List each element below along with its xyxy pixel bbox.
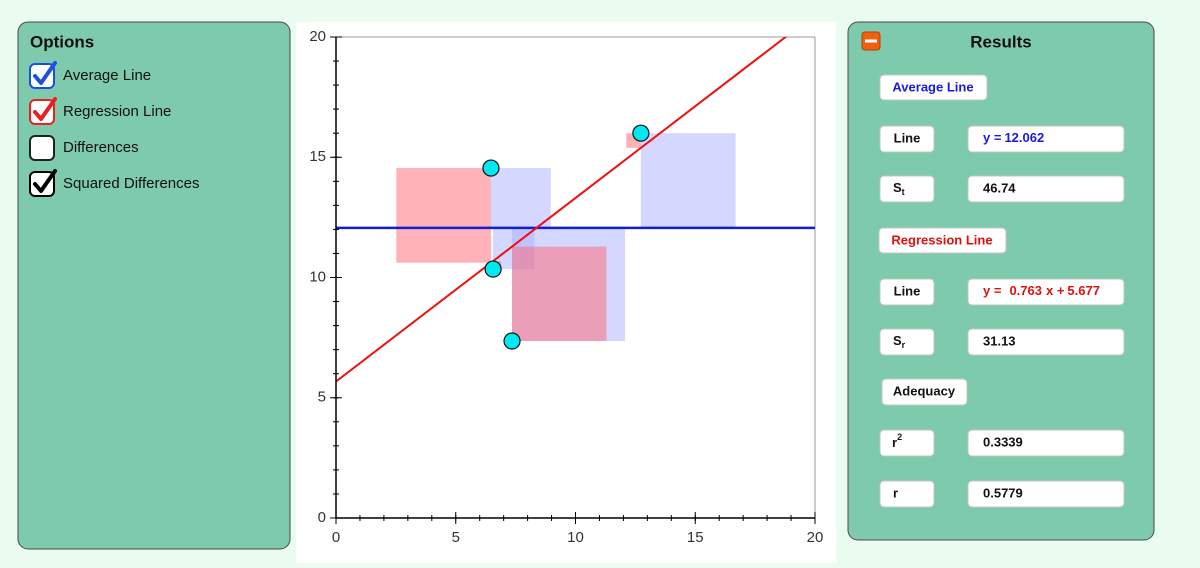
label-box [879,328,935,356]
sr-sub: r [902,340,906,350]
average-value: 12.062 [1004,130,1044,145]
option-label: Regression Line [63,103,171,120]
sr-main: S [893,333,902,348]
x-tick-label: 10 [567,529,584,546]
y-tick-label: 20 [309,28,326,45]
data-point[interactable] [482,159,500,177]
intercept: 5.677 [1067,283,1100,298]
st-main: S [893,180,902,195]
value-box [967,175,1125,203]
r2-main: r [892,435,897,450]
x-tick-label: 5 [452,529,460,546]
label-box [879,429,935,457]
label-box [879,125,935,153]
options-panel [17,21,291,550]
st-value: 46.74 [983,180,1016,195]
checkbox[interactable] [29,135,55,161]
sr-label: Sr [893,333,906,350]
option-label: Average Line [63,67,151,84]
options-list: Average Line Regression Line Differences Sq… [29,61,199,197]
y-tick-label: 15 [309,148,326,165]
x-tick-label: 20 [807,529,824,546]
adequacy-heading: Adequacy [893,383,956,398]
y-tick-label: 5 [318,389,326,406]
options-title: Options [30,32,94,51]
adequacy-button[interactable] [881,378,968,406]
value-box [967,278,1125,306]
equation-prefix: y = [983,283,1002,298]
value-box [967,429,1125,457]
x-term: x + [1046,283,1065,298]
line-label: Line [894,130,921,145]
label-box [879,175,935,203]
regression-line-button[interactable] [878,227,1007,254]
slope: 0.763 [1009,283,1042,298]
line-label: Line [894,283,921,298]
average-line-heading: Average Line [892,79,973,94]
regression-line-heading: Regression Line [891,232,992,247]
regression-line [336,37,788,383]
r2-value: 0.3339 [983,434,1023,449]
regression-square [512,246,607,341]
data-point[interactable] [484,260,502,278]
value-box [967,328,1125,356]
check-mark [33,169,57,193]
y-tick-label: 0 [318,509,326,526]
value-box [967,125,1125,153]
regression-equation: y = 0.763 x +5.677 [983,283,1100,298]
r2-label: r2 [892,432,902,450]
regression-square [396,168,491,263]
st-sub: t [902,187,905,197]
average-equation: y = 12.062 [983,130,1044,145]
results-title: Results [970,32,1031,51]
sr-value: 31.13 [983,333,1016,348]
data-point[interactable] [632,124,650,142]
value-box [967,480,1125,508]
average-square [640,133,736,228]
st-label: St [893,180,905,197]
plot: 0 5 10 15 20 0 5 10 15 20 [309,28,824,546]
equation-prefix: y = [983,130,1002,145]
option-label: Squared Differences [63,175,199,192]
label-box [879,278,935,306]
average-square [490,168,551,228]
x-tick-label: 0 [332,529,340,546]
r-value: 0.5779 [983,485,1023,500]
check-mark [33,97,57,121]
plot-content [336,37,815,383]
check-mark [33,61,57,85]
y-tick-label: 10 [309,268,326,285]
average-line-button[interactable] [879,74,988,101]
r2-sup: 2 [897,432,902,442]
option-label: Differences [63,139,139,156]
r-label: r [893,485,898,500]
data-point[interactable] [503,332,521,350]
label-box [879,480,935,508]
x-tick-label: 15 [687,529,704,546]
